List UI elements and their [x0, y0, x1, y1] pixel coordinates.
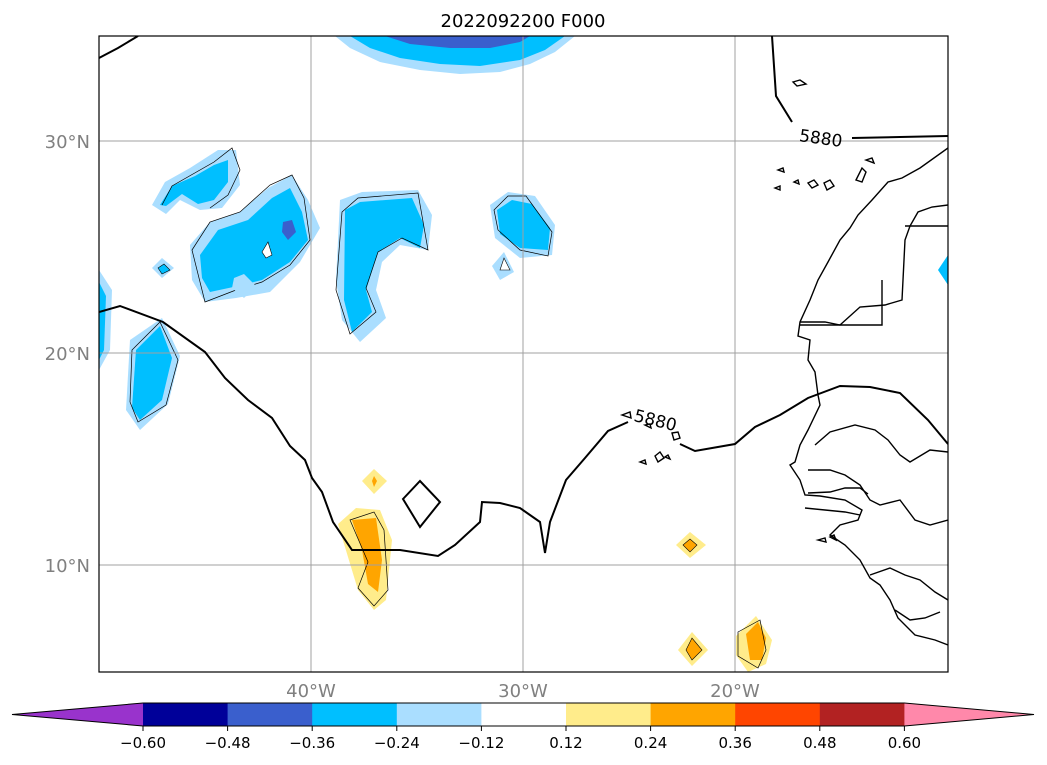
shade-orange-37w-10n: [338, 469, 392, 610]
coastline: [619, 79, 948, 646]
colorbar-tick-label: −0.60: [120, 734, 166, 752]
colorbar-tick-label: 0.60: [888, 734, 921, 752]
shade-top-blob: [335, 36, 575, 74]
colorbar-segment: [312, 703, 398, 726]
shade-blob-37w-25n: [335, 190, 432, 342]
colorbar-segment: [566, 703, 652, 726]
shade-orange-east: [676, 532, 772, 672]
lon-axis-labels: 40°W 30°W 20°W: [286, 681, 760, 702]
colorbar-tick-label: 0.36: [718, 734, 751, 752]
colorbar-tick-label: −0.36: [289, 734, 335, 752]
colorbar-segment: [396, 703, 482, 726]
colorbar-tick-label: −0.12: [458, 734, 504, 752]
gridlines: [99, 36, 948, 672]
lon-label-40w: 40°W: [286, 681, 336, 702]
colorbar: −0.60 −0.48 −0.36 −0.24 −0.12 0.12 0.24 0.36 0.4…: [11, 702, 1035, 752]
colorbar-segment: [650, 703, 736, 726]
colorbar-segment: [227, 703, 313, 726]
colorbar-tick-label: 0.24: [634, 734, 667, 752]
contour-5880: [99, 36, 948, 558]
shade-blob-45w-28n: [152, 147, 241, 214]
colorbar-tick-label: 0.48: [803, 734, 836, 752]
colorbar-extend-max: [904, 703, 1034, 726]
colorbar-tick-label: 0.12: [549, 734, 582, 752]
colorbar-segment: [481, 703, 567, 726]
colorbar-tick-label: −0.48: [205, 734, 251, 752]
colorbar-extend-min: [12, 703, 143, 726]
lat-label-30n: 30°N: [45, 132, 90, 153]
lat-label-10n: 10°N: [45, 556, 90, 577]
lat-axis-labels: 30°N 20°N 10°N: [45, 132, 90, 577]
lon-label-30w: 30°W: [498, 681, 548, 702]
colorbar-segment: [143, 703, 229, 726]
colorbar-segment: [735, 703, 821, 726]
map-frame: [98, 35, 949, 673]
map-title: 2022092200 F000: [441, 11, 606, 32]
shade-left-edge: [99, 255, 948, 430]
map-area: 5880 5880: [99, 36, 948, 672]
lon-label-20w: 20°W: [710, 681, 760, 702]
colorbar-segment: [819, 703, 905, 726]
colorbar-tick-label: −0.24: [374, 734, 420, 752]
lat-label-20n: 20°N: [45, 344, 90, 365]
shade-blob-41w-25n: [152, 174, 320, 303]
